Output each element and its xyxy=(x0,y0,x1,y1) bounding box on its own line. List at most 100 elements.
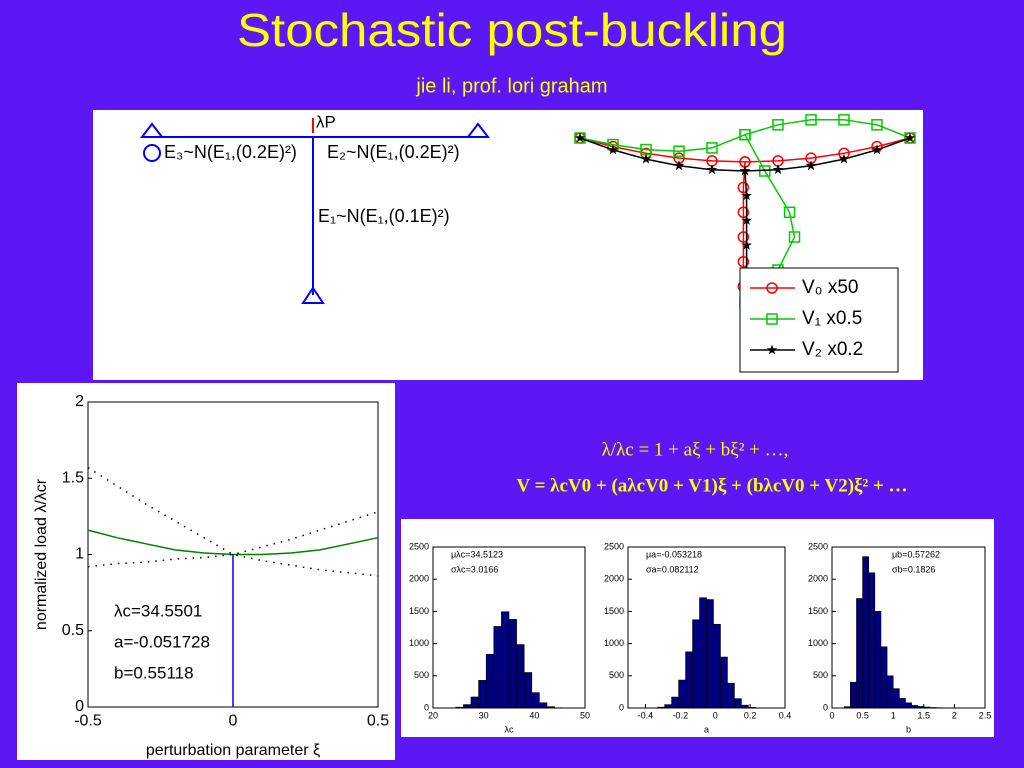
histogram-bar xyxy=(516,644,525,709)
x-tick-label: 0 xyxy=(829,710,834,720)
annotation: σλc=3.0166 xyxy=(451,564,498,574)
histogram-bar xyxy=(692,619,700,709)
mode-point xyxy=(871,119,883,131)
x-tick-label: 20 xyxy=(428,710,438,720)
histogram-bar xyxy=(741,704,749,709)
y-tick-label: 2000 xyxy=(808,574,828,584)
x-tick-label: -0.4 xyxy=(638,710,654,720)
x-tick-label: 1 xyxy=(891,710,896,720)
histogram-bar xyxy=(911,705,918,709)
x-tick-label: 0.2 xyxy=(744,710,757,720)
histogram-bar xyxy=(880,646,888,709)
histogram-bar xyxy=(657,706,665,709)
subtitle: jie li, prof. lori graham xyxy=(415,75,607,97)
structure xyxy=(139,122,491,304)
legend-label: V₂ x0.2 xyxy=(802,339,863,360)
x-tick-label: 0 xyxy=(229,713,238,730)
histogram-bar xyxy=(678,679,686,709)
equation: V = λcV0 + (aλcV0 + V1)ξ + (bλcV0 + V2)ξ… xyxy=(516,475,907,496)
mode-point xyxy=(737,206,750,218)
y-tick-label: 500 xyxy=(414,670,429,680)
x-tick-label: 30 xyxy=(479,710,489,720)
histogram-bar xyxy=(862,556,870,709)
mode-point xyxy=(772,119,784,131)
mode-point xyxy=(904,132,916,143)
y-tick-label: 500 xyxy=(813,670,828,680)
histogram-bar xyxy=(886,675,894,709)
member-label: E₁~N(E₁,(0.1E)²) xyxy=(318,206,450,226)
y-tick-label: 1 xyxy=(75,546,84,563)
histogram-bar xyxy=(748,706,756,709)
annotation: b=0.55118 xyxy=(114,663,194,682)
y-tick-label: 1000 xyxy=(409,638,429,648)
histogram-bar xyxy=(493,626,502,709)
y-tick-label: 0 xyxy=(619,702,624,712)
histogram-bar xyxy=(671,696,679,709)
legend-label: V₀ x50 xyxy=(802,277,858,298)
histogram-bar xyxy=(923,706,931,709)
y-tick-label: 2500 xyxy=(409,541,429,551)
mode-point xyxy=(805,114,817,126)
mode-point xyxy=(871,144,883,155)
x-tick-label: 2 xyxy=(952,710,957,720)
mode-point xyxy=(788,231,801,243)
x-tick-label: 1.5 xyxy=(918,710,931,720)
histogram-bar xyxy=(455,706,464,709)
histogram-bar xyxy=(734,698,742,709)
legend-marker xyxy=(766,282,778,294)
y-axis-label: normalized load λ/λcr xyxy=(33,478,50,630)
x-axis-label: a xyxy=(704,724,709,734)
y-tick-label: 1000 xyxy=(604,638,624,648)
y-tick-label: 2000 xyxy=(604,574,624,584)
histogram-bar xyxy=(899,698,906,709)
annotation: σa=0.082112 xyxy=(646,564,699,574)
mode-point xyxy=(706,164,718,175)
legend-marker xyxy=(766,313,778,325)
x-tick-label: 0.5 xyxy=(856,710,869,720)
annotation: λc=34.5501 xyxy=(114,601,202,620)
mode-point xyxy=(772,164,784,175)
histogram-bar xyxy=(664,704,672,709)
mode-point xyxy=(640,153,652,164)
mode-point xyxy=(838,114,850,126)
x-tick-label: 40 xyxy=(529,710,539,720)
y-tick-label: 2 xyxy=(75,393,84,410)
histogram-bar xyxy=(727,682,735,709)
load-label: λP xyxy=(316,112,336,131)
histogram-bar xyxy=(929,707,937,709)
x-tick-label: 0 xyxy=(713,710,718,720)
y-tick-label: 500 xyxy=(609,670,624,680)
x-tick-label: 2.5 xyxy=(979,710,992,720)
histogram-bar xyxy=(463,704,472,709)
legend-label: V₁ x0.5 xyxy=(802,308,862,329)
histogram-bar xyxy=(501,611,510,709)
histogram-bar xyxy=(699,597,707,709)
x-axis-label: λc xyxy=(505,724,515,734)
mode-point xyxy=(783,206,796,218)
y-tick-label: 1500 xyxy=(808,606,828,616)
member-label: E₃~N(E₁,(0.2E)²) xyxy=(164,142,297,162)
mode-point xyxy=(737,256,750,268)
y-tick-label: 0 xyxy=(823,702,828,712)
histogram-bar xyxy=(523,672,533,709)
mode-point xyxy=(838,153,850,164)
y-tick-label: 1.5 xyxy=(62,469,84,486)
y-tick-label: 0 xyxy=(75,698,84,715)
mode-point xyxy=(739,128,751,141)
x-axis-label: b xyxy=(906,724,911,734)
histogram-bar xyxy=(531,692,540,709)
support xyxy=(465,122,491,138)
mode-point xyxy=(673,145,685,157)
mode-point xyxy=(607,144,619,155)
x-axis-label: perturbation parameter ξ xyxy=(146,742,320,759)
annotation: μb=0.57262 xyxy=(892,549,940,559)
histogram-bar xyxy=(874,611,882,709)
mode-point xyxy=(574,132,586,143)
histogram-bar xyxy=(856,598,863,709)
support xyxy=(143,144,161,162)
y-tick-label: 2500 xyxy=(808,541,828,551)
mode-point xyxy=(741,215,752,225)
histogram-bar xyxy=(720,656,728,709)
histogram-bar xyxy=(470,696,479,709)
histogram-bar xyxy=(713,623,721,709)
